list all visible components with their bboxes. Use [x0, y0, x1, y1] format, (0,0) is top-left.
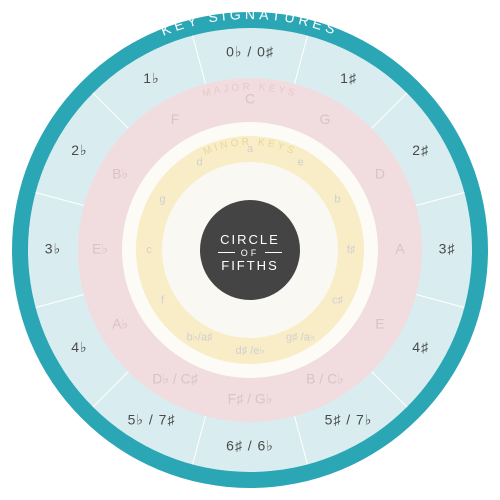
minor-label-4: c♯ — [332, 294, 344, 306]
minor-label-5: g♯ /a♭ — [286, 331, 315, 343]
minor-label-2: b — [334, 193, 340, 205]
sig-label-10: 2♭ — [71, 142, 87, 158]
major-label-8: A♭ — [112, 316, 128, 332]
circle-of-fifths-diagram: KEY SIGNATURES MAJOR KEYS MINOR KEYS 0♭ … — [5, 5, 495, 495]
minor-label-11: d — [196, 156, 202, 168]
major-label-5: B / C♭ — [306, 371, 344, 387]
sig-label-7: 5♭ / 7♯ — [128, 411, 176, 427]
minor-label-1: e — [297, 156, 303, 168]
sig-label-6: 6♯ / 6♭ — [226, 438, 274, 454]
major-label-7: D♭ / C♯ — [152, 371, 198, 387]
svg-text:OF: OF — [241, 248, 260, 258]
sig-label-9: 3♭ — [45, 241, 61, 257]
sig-label-0: 0♭ / 0♯ — [226, 44, 274, 60]
major-label-4: E — [375, 316, 384, 332]
svg-text:FIFTHS: FIFTHS — [221, 258, 279, 273]
major-label-3: A — [395, 241, 405, 257]
minor-label-9: c — [146, 244, 152, 256]
major-label-10: B♭ — [112, 166, 128, 182]
sig-label-1: 1♯ — [340, 70, 357, 86]
sig-label-5: 5♯ / 7♭ — [325, 411, 373, 427]
sig-label-8: 4♭ — [71, 339, 87, 355]
sig-label-2: 2♯ — [412, 142, 429, 158]
major-label-1: G — [320, 111, 331, 127]
major-label-6: F♯ / G♭ — [228, 391, 273, 407]
major-label-11: F — [171, 111, 180, 127]
minor-label-0: a — [247, 143, 254, 155]
major-label-9: E♭ — [92, 241, 108, 257]
major-label-0: C — [245, 91, 255, 107]
major-label-2: D — [375, 166, 385, 182]
sig-label-11: 1♭ — [143, 70, 159, 86]
minor-label-7: b♭/a♯ — [187, 331, 213, 343]
sig-label-3: 3♯ — [439, 241, 456, 257]
svg-text:CIRCLE: CIRCLE — [220, 232, 280, 247]
minor-label-3: f♯ — [347, 244, 356, 256]
minor-label-6: d♯ /e♭ — [235, 345, 264, 357]
sig-label-4: 4♯ — [412, 339, 429, 355]
center-title: CIRCLE OF FIFTHS — [218, 232, 282, 273]
minor-label-10: g — [159, 193, 165, 205]
